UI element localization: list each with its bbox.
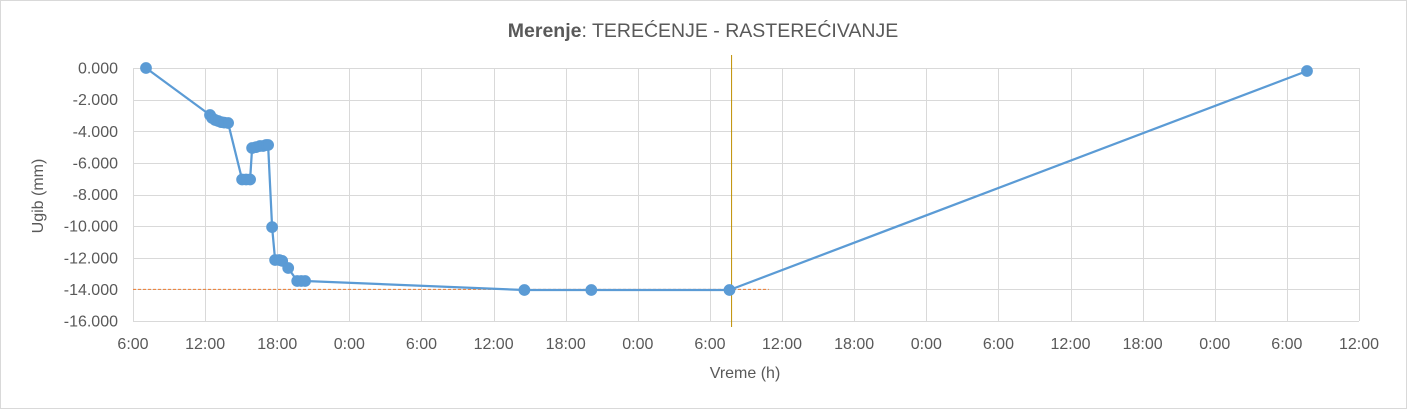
- x-tick-label: 18:00: [834, 336, 874, 353]
- x-tick-label: 12:00: [762, 336, 802, 353]
- reference-lines: [133, 55, 769, 327]
- x-tick-label: 0:00: [911, 336, 942, 353]
- chart-title-bold: Merenje: [508, 20, 582, 42]
- x-tick-label: 12:00: [185, 336, 225, 353]
- data-point: [299, 275, 311, 287]
- x-tick-label: 0:00: [622, 336, 653, 353]
- gridlines: [133, 68, 1360, 322]
- data-point: [266, 221, 278, 233]
- data-point: [518, 284, 531, 296]
- x-tick-label: 6:00: [694, 336, 725, 353]
- y-tick-label: -6.000: [73, 155, 118, 172]
- y-tick-label: -4.000: [73, 124, 118, 141]
- y-tick-label: 0.000: [78, 61, 118, 78]
- x-tick-label: 12:00: [1339, 336, 1379, 353]
- x-tick-label: 6:00: [983, 336, 1014, 353]
- data-point: [723, 284, 736, 296]
- x-tick-label: 12:00: [1051, 336, 1091, 353]
- x-tick-label: 6:00: [1271, 336, 1302, 353]
- data-point: [262, 139, 274, 151]
- data-point: [222, 117, 234, 129]
- y-tick-label: -16.000: [64, 314, 118, 331]
- x-tick-label: 18:00: [1123, 336, 1163, 353]
- data-point: [585, 284, 598, 296]
- data-point: [1301, 65, 1313, 77]
- y-tick-label: -12.000: [64, 250, 118, 267]
- data-series: [140, 62, 1313, 296]
- x-axis-tick-labels: 6:00 12:00 18:00 0:00 6:00 12:00 18:00 0:00 6:00…: [117, 336, 1379, 353]
- y-tick-label: -14.000: [64, 282, 118, 299]
- y-tick-label: -8.000: [73, 187, 118, 204]
- chart-title-rest: : TEREĆENJE - RASTEREĆIVANJE: [581, 19, 898, 42]
- data-point: [140, 62, 152, 74]
- x-tick-label: 0:00: [334, 336, 365, 353]
- chart-title: Merenje: TEREĆENJE - RASTEREĆIVANJE: [508, 19, 898, 42]
- x-tick-label: 6:00: [406, 336, 437, 353]
- x-tick-label: 12:00: [474, 336, 514, 353]
- y-tick-label: -10.000: [64, 219, 118, 236]
- x-tick-label: 0:00: [1199, 336, 1230, 353]
- y-tick-label: -2.000: [73, 92, 118, 109]
- y-axis-tick-labels: 0.000 -2.000 -4.000 -6.000 -8.000 -10.000 -12.…: [64, 61, 118, 331]
- data-point: [244, 173, 256, 186]
- x-tick-label: 18:00: [546, 336, 586, 353]
- y-axis-title: Ugib (mm): [30, 159, 47, 234]
- x-axis-title: Vreme (h): [710, 365, 781, 382]
- data-point: [282, 262, 295, 274]
- x-tick-label: 18:00: [257, 336, 297, 353]
- x-tick-label: 6:00: [117, 336, 148, 353]
